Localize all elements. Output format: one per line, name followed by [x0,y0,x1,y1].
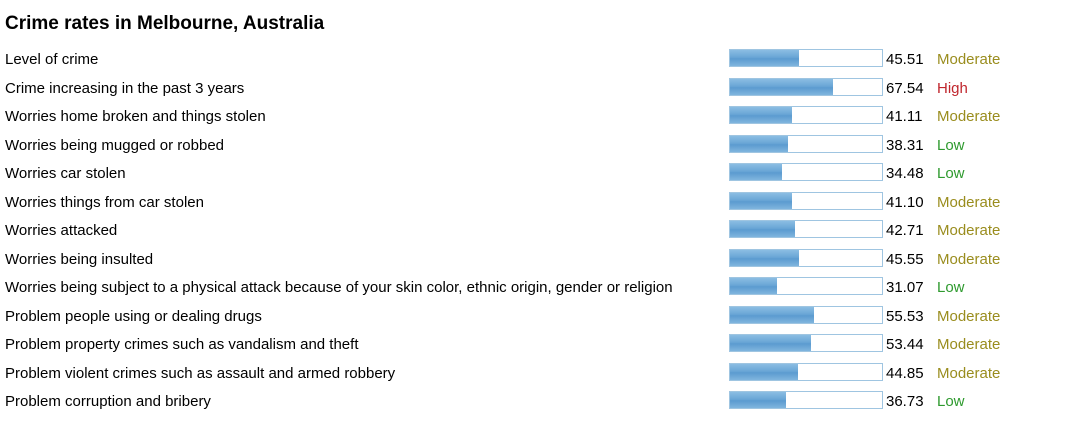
bar-track [729,391,883,409]
bar [730,221,795,237]
bar [730,50,799,66]
bar-track [729,163,883,181]
bar [730,107,792,123]
category-label: Worries attacked [5,222,118,239]
category-label: Problem property crimes such as vandalis… [5,336,359,353]
category-label: Crime increasing in the past 3 years [5,79,245,97]
value-label: 42.71 [886,222,924,239]
table-row: Worries being mugged or robbed 38.31 Low [0,131,1080,160]
table-row: Problem property crimes such as vandalis… [0,330,1080,359]
value-label: 36.73 [886,393,924,410]
bar-track [729,362,883,381]
category-label: Worries car stolen [5,165,126,182]
bar-track [729,77,883,96]
bar-track [729,277,883,295]
table-row: Problem people using or dealing drugs 55.… [0,302,1080,331]
value-label: 41.10 [886,193,924,211]
bar-track [729,49,883,67]
value-label: 34.48 [886,165,924,182]
value-label: 38.31 [886,136,924,154]
bar-track [729,191,883,210]
category-label: Problem people using or dealing drugs [5,307,262,325]
category-label: Worries being mugged or robbed [5,136,225,154]
value-label: 31.07 [886,279,924,296]
category-label: Problem violent crimes such as assault a… [5,364,396,382]
value-label: 41.11 [886,108,923,125]
bar [730,135,788,152]
value-label: 45.51 [886,51,924,68]
bar-track [729,106,883,124]
level-label: Moderate [937,364,1001,382]
bar [730,363,798,380]
table-row: Worries things from car stolen 41.10 Moder… [0,188,1080,217]
level-label: Moderate [937,193,1001,211]
category-label: Problem corruption and bribery [5,393,211,410]
table-row: Problem corruption and bribery 36.73 Low [0,387,1080,416]
table-row: Worries being subject to a physical atta… [0,273,1080,302]
category-label: Worries things from car stolen [5,193,204,211]
level-label: Low [937,279,965,296]
table-row: Worries car stolen 34.48 Low [0,159,1080,188]
table-row: Level of crime 45.51 Moderate [0,45,1080,74]
bar [730,335,811,351]
level-label: Moderate [937,222,1001,239]
bar-track [729,220,883,238]
category-label: Worries being insulted [5,250,154,268]
category-label: Worries home broken and things stolen [5,108,266,125]
bar [730,249,799,266]
bar [730,278,777,294]
value-label: 45.55 [886,250,924,268]
table-row: Worries being insulted 45.55 Moderate [0,245,1080,274]
level-label: Moderate [937,307,1001,325]
value-label: 44.85 [886,364,924,382]
value-label: 67.54 [886,79,924,97]
table-row: Worries home broken and things stolen 41.… [0,102,1080,131]
category-label: Worries being subject to a physical atta… [5,279,673,296]
table-row: Worries attacked 42.71 Moderate [0,216,1080,245]
bar-track [729,305,883,324]
table-row: Problem violent crimes such as assault a… [0,359,1080,388]
level-label: Moderate [937,250,1001,268]
level-label: Moderate [937,336,1001,353]
bar [730,392,786,408]
level-label: Low [937,393,965,410]
bar [730,164,782,180]
value-label: 53.44 [886,336,924,353]
bar [730,306,814,323]
bar-track [729,248,883,267]
level-label: Low [937,165,965,182]
level-label: High [937,79,968,97]
value-label: 55.53 [886,307,924,325]
page-title: Crime rates in Melbourne, Australia [5,13,325,34]
bar-track [729,334,883,352]
level-label: Moderate [937,51,1001,68]
category-label: Level of crime [5,51,99,68]
level-label: Low [937,136,965,154]
level-label: Moderate [937,108,1001,125]
crime-rates-table: Level of crime 45.51 Moderate Crime increas… [0,45,1080,416]
bar [730,78,833,95]
bar-track [729,134,883,153]
table-row: Crime increasing in the past 3 years 67.5… [0,74,1080,103]
bar [730,192,792,209]
